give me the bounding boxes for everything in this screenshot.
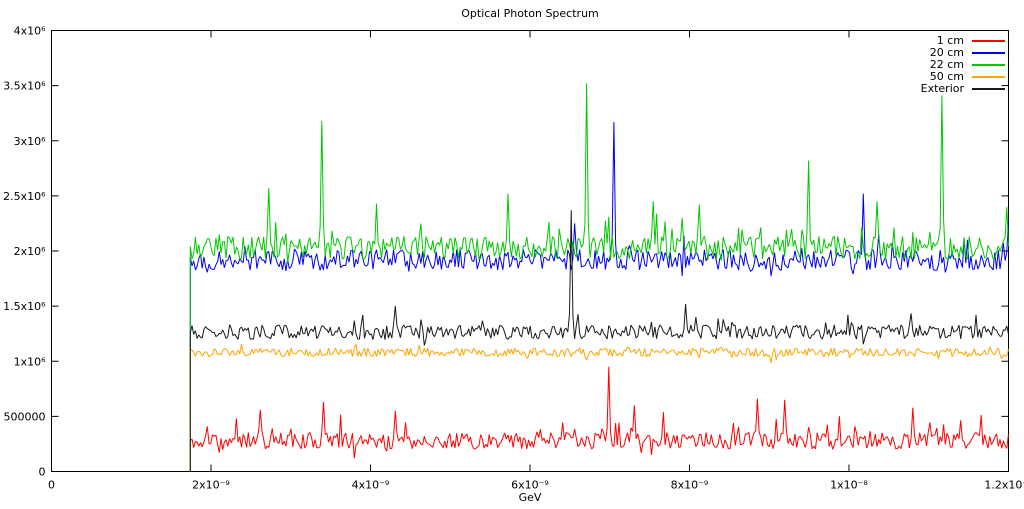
y-tick-label: 2.5x10⁶ xyxy=(3,190,46,203)
legend-label: 20 cm xyxy=(929,46,964,59)
y-tick-label: 3x10⁶ xyxy=(14,135,47,148)
x-axis-title: GeV xyxy=(518,491,542,504)
legend-line-sample xyxy=(972,40,1005,42)
legend-line-sample xyxy=(972,64,1005,66)
x-tick-label: 1.2x10⁻⁸ xyxy=(984,479,1024,492)
chart-title: Optical Photon Spectrum xyxy=(461,7,599,20)
legend-item: 20 cm xyxy=(921,47,1005,59)
legend-item: Exterior xyxy=(921,83,1005,95)
series-line-50-cm xyxy=(189,343,1009,472)
x-tick-label: 2x10⁻⁹ xyxy=(192,479,230,492)
y-tick-label: 1x10⁶ xyxy=(14,355,47,368)
y-tick-label: 2x10⁶ xyxy=(14,245,47,258)
legend-label: Exterior xyxy=(920,82,964,95)
legend-line-sample xyxy=(972,88,1005,90)
legend: 1 cm 20 cm 22 cm 50 cm Exterior xyxy=(921,35,1005,95)
x-tick-label: 0 xyxy=(48,479,55,492)
y-tick-label: 3.5x10⁶ xyxy=(3,80,46,93)
x-tick-label: 6x10⁻⁹ xyxy=(511,479,549,492)
y-tick-label: 1.5x10⁶ xyxy=(3,300,46,313)
y-tick-label: 0 xyxy=(39,466,46,479)
series-line-20-cm xyxy=(189,121,1009,472)
legend-label: 22 cm xyxy=(929,58,964,71)
legend-line-sample xyxy=(972,76,1005,78)
legend-item: 50 cm xyxy=(921,71,1005,83)
legend-item: 22 cm xyxy=(921,59,1005,71)
legend-label: 1 cm xyxy=(936,34,964,47)
x-tick-label: 8x10⁻⁹ xyxy=(671,479,709,492)
y-tick-label: 4x10⁶ xyxy=(14,25,47,38)
series-line-1-cm xyxy=(189,366,1009,472)
x-tick-label: 1x10⁻⁸ xyxy=(830,479,868,492)
legend-label: 50 cm xyxy=(929,70,964,83)
legend-item: 1 cm xyxy=(921,35,1005,47)
legend-line-sample xyxy=(972,52,1005,54)
x-tick-label: 4x10⁻⁹ xyxy=(352,479,390,492)
series-line-22-cm xyxy=(189,83,1009,472)
series-line-exterior xyxy=(189,210,1009,472)
y-tick-label: 500000 xyxy=(4,410,46,423)
